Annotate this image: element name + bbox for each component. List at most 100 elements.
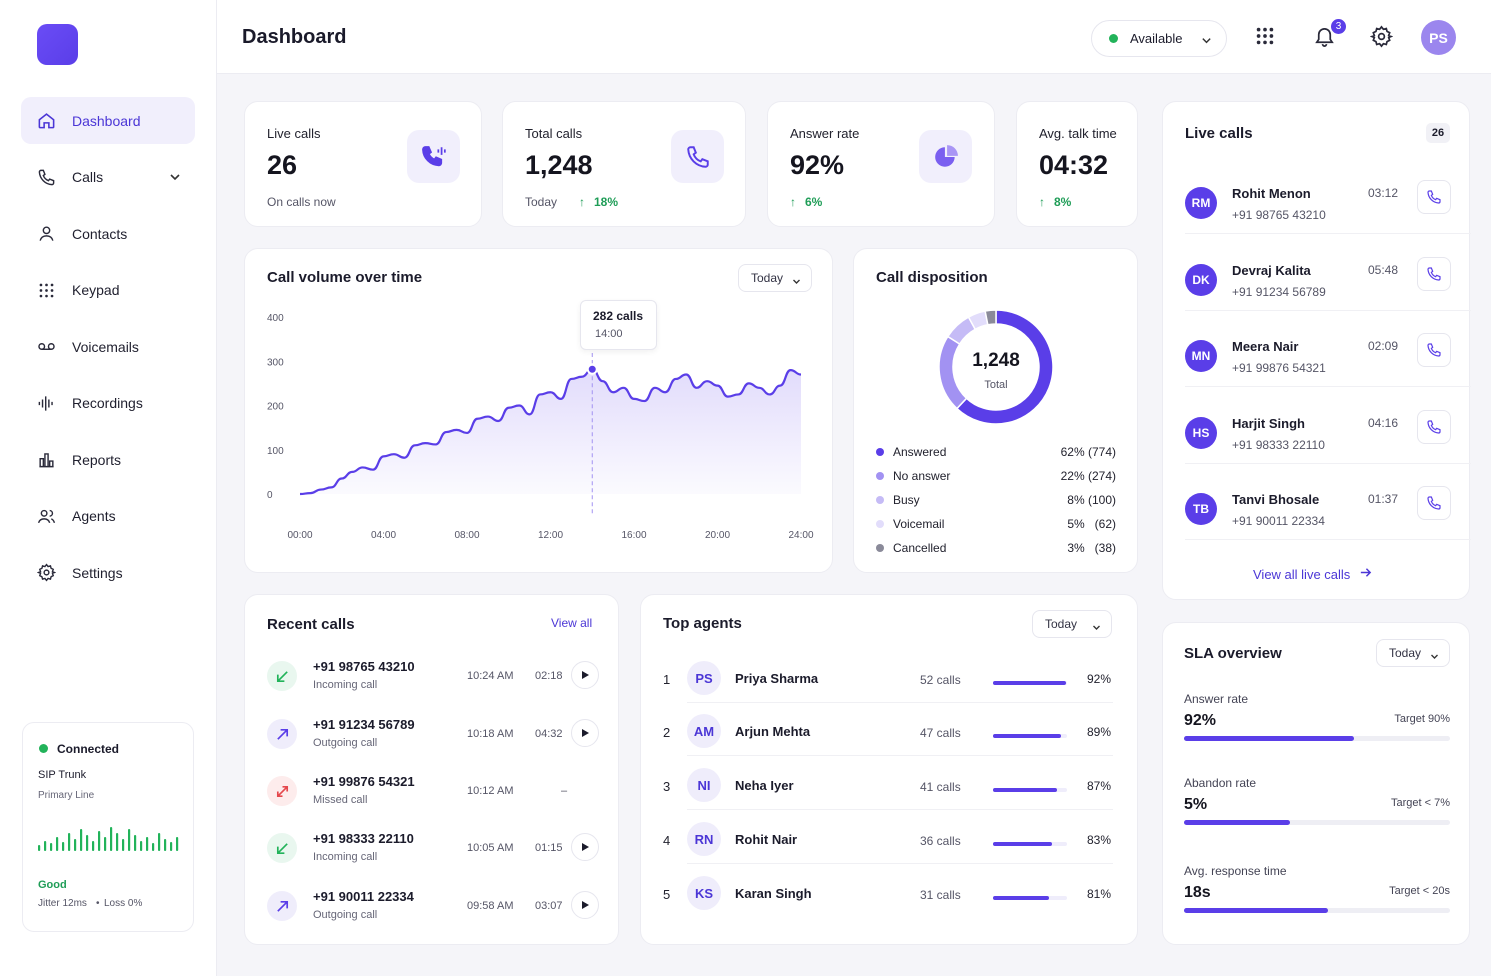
legend-value: 3% (38) xyxy=(1067,541,1116,555)
highlight-point[interactable] xyxy=(586,363,598,375)
trend-up-icon: ↑ xyxy=(790,195,796,209)
range-dropdown[interactable]: Today xyxy=(1376,639,1450,667)
legend-swatch xyxy=(876,496,884,504)
status-dot xyxy=(39,744,48,753)
sidebar-item-calls[interactable]: Calls xyxy=(21,154,195,201)
play-icon[interactable] xyxy=(571,719,599,747)
sidebar-item-contacts[interactable]: Contacts xyxy=(21,210,195,257)
call-volume-chart: 0 100 200 300 400 00:00 04:00 08:00 12:00 16:00 20… xyxy=(267,313,814,541)
range-dropdown[interactable]: Today xyxy=(1032,610,1112,638)
agent-rank: 3 xyxy=(663,779,671,794)
sidebar-item-settings[interactable]: Settings xyxy=(21,549,195,596)
apps-grid-icon[interactable] xyxy=(1254,25,1278,49)
chevron-down-icon xyxy=(1092,621,1101,635)
avatar: NI xyxy=(687,768,721,802)
live-call-row[interactable]: TB Tanvi Bhosale +91 90011 22334 01:37 xyxy=(1185,486,1471,546)
availability-label: Available xyxy=(1130,31,1183,46)
donut-total: 1,248 xyxy=(972,350,1020,371)
waveform-bar xyxy=(164,839,167,851)
recent-call-row[interactable]: +91 91234 56789 Outgoing call 10:18 AM 0… xyxy=(267,715,602,765)
recent-call-row[interactable]: +91 99876 54321 Missed call 10:12 AM – xyxy=(267,772,602,822)
live-call-row[interactable]: RM Rohit Menon +91 98765 43210 03:12 xyxy=(1185,180,1471,240)
legend-label: Busy xyxy=(893,493,920,507)
range-dropdown[interactable]: Today xyxy=(738,264,812,292)
kpi-card-total-calls: Total calls 1,248 Today ↑ 18% xyxy=(502,101,746,227)
x-tick-label: 20:00 xyxy=(705,530,730,541)
chart-tooltip: 282 calls 14:00 xyxy=(580,300,657,350)
y-tick-label: 300 xyxy=(267,357,284,368)
play-icon[interactable] xyxy=(571,833,599,861)
avatar: HS xyxy=(1185,417,1217,449)
live-call-row[interactable]: MN Meera Nair +91 99876 54321 02:09 xyxy=(1185,333,1471,393)
phone-icon[interactable] xyxy=(1417,410,1451,444)
donut-slice[interactable] xyxy=(938,335,968,410)
gear-icon[interactable] xyxy=(1369,25,1394,49)
sidebar-item-reports[interactable]: Reports xyxy=(21,436,195,483)
donut-slice[interactable] xyxy=(984,309,997,326)
call-time: 10:05 AM xyxy=(467,842,514,854)
top-bar: Dashboard Available 3 PS xyxy=(217,0,1491,74)
legend-value: 62% (774) xyxy=(1060,445,1116,459)
recent-call-row[interactable]: +91 98765 43210 Incoming call 10:24 AM 0… xyxy=(267,657,602,707)
play-icon[interactable] xyxy=(571,891,599,919)
waveform-bar xyxy=(98,831,101,851)
donut-slice[interactable] xyxy=(955,309,1054,425)
call-type: Missed call xyxy=(313,794,368,806)
agent-percent: 87% xyxy=(1086,779,1111,793)
phone-icon[interactable] xyxy=(1417,486,1451,520)
agent-row[interactable]: 4 RN Rohit Nair 36 calls 83% xyxy=(663,819,1113,865)
line-label: Primary Line xyxy=(38,790,95,801)
sidebar-item-recordings[interactable]: Recordings xyxy=(21,380,195,427)
app-logo[interactable] xyxy=(37,24,78,65)
waveform-bar xyxy=(62,842,65,851)
bell-icon[interactable] xyxy=(1313,25,1337,49)
sidebar-item-dashboard[interactable]: Dashboard xyxy=(21,97,195,144)
phone-icon[interactable] xyxy=(1417,180,1451,214)
arrow-right-icon xyxy=(1359,566,1372,582)
chevron-down-icon[interactable] xyxy=(169,170,181,186)
sidebar-item-keypad[interactable]: Keypad xyxy=(21,267,195,314)
phone-icon[interactable] xyxy=(1417,333,1451,367)
live-call-row[interactable]: HS Harjit Singh +91 98333 22110 04:16 xyxy=(1185,410,1471,470)
call-duration: 04:32 xyxy=(535,728,563,740)
donut-total-label: Total xyxy=(984,379,1008,391)
waveform-bar xyxy=(152,843,155,851)
sidebar-item-agents[interactable]: Agents xyxy=(21,493,195,540)
recent-call-row[interactable]: +91 90011 22334 Outgoing call 09:58 AM 0… xyxy=(267,887,602,937)
home-icon xyxy=(37,111,56,130)
volume-line xyxy=(299,368,802,496)
tooltip-time: 14:00 xyxy=(595,328,623,340)
agent-row[interactable]: 3 NI Neha Iyer 41 calls 87% xyxy=(663,765,1113,811)
agent-row[interactable]: 1 PS Priya Sharma 52 calls 92% xyxy=(663,658,1113,704)
sidebar-item-voicemails[interactable]: Voicemails xyxy=(21,323,195,370)
agent-calls: 41 calls xyxy=(920,780,961,794)
agent-row[interactable]: 5 KS Karan Singh 31 calls 81% xyxy=(663,873,1113,919)
caller-number: +91 98333 22110 xyxy=(1232,438,1325,452)
availability-dropdown[interactable]: Available xyxy=(1091,20,1227,57)
x-tick-label: 24:00 xyxy=(788,530,813,541)
caller-name: Devraj Kalita xyxy=(1232,263,1311,278)
agent-calls: 47 calls xyxy=(920,726,961,740)
avatar: TB xyxy=(1185,493,1217,525)
kpi-label: Live calls xyxy=(267,126,321,141)
view-all-live-calls-link[interactable]: View all live calls xyxy=(1253,566,1372,582)
connection-card: Connected SIP Trunk Primary Line Good Ji… xyxy=(22,722,194,932)
phone-icon[interactable] xyxy=(1417,257,1451,291)
avatar[interactable]: PS xyxy=(1421,20,1456,55)
live-call-row[interactable]: DK Devraj Kalita +91 91234 56789 05:48 xyxy=(1185,257,1471,317)
y-tick-label: 200 xyxy=(267,402,284,413)
waveform-bar xyxy=(86,835,89,851)
agent-name: Arjun Mehta xyxy=(735,724,811,739)
play-icon[interactable] xyxy=(571,661,599,689)
agent-calls: 36 calls xyxy=(920,834,961,848)
recent-call-row[interactable]: +91 98333 22110 Incoming call 10:05 AM 0… xyxy=(267,829,602,879)
agent-row[interactable]: 2 AM Arjun Mehta 47 calls 89% xyxy=(663,711,1113,757)
agent-progress-bar xyxy=(993,734,1067,738)
view-all-link[interactable]: View all xyxy=(551,616,593,630)
sidebar-item-label: Voicemails xyxy=(72,338,139,355)
agent-progress-bar xyxy=(993,681,1067,685)
card-title: Top agents xyxy=(663,615,742,632)
legend-item: Busy 8% (100) xyxy=(876,491,1116,509)
kpi-card-avg-talk-time: Avg. talk time 04:32 ↑ 8% xyxy=(1016,101,1138,227)
agent-percent: 81% xyxy=(1086,887,1111,901)
